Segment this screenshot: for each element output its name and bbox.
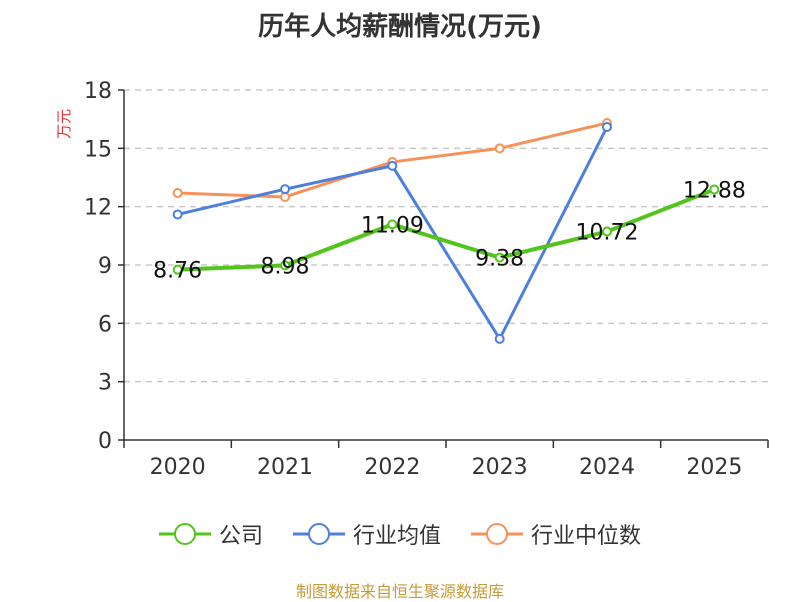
data-point	[280, 260, 290, 271]
legend-label: 公司	[218, 524, 263, 549]
series-line	[177, 187, 716, 272]
data-label: 8.76	[153, 259, 202, 284]
data-point	[709, 184, 720, 195]
series	[172, 118, 720, 344]
data-labels: 8.76 8.98 11.09 9.38 10.72 12.88	[153, 179, 746, 284]
y-tick-label: 6	[98, 312, 112, 337]
y-axis-unit-label: 万元	[55, 109, 73, 139]
legend-swatch	[158, 523, 211, 545]
data-label: 8.98	[261, 254, 310, 279]
data-point	[387, 160, 398, 171]
legend-label: 行业中位数	[531, 524, 642, 549]
legend-swatch	[471, 523, 523, 545]
data-point	[172, 188, 183, 199]
x-tick-label: 2020	[150, 455, 206, 480]
data-point	[602, 121, 612, 132]
axes: 0 3 6 9 12 15 18 2020 2021 2022 2023 2024 2025	[84, 79, 769, 480]
x-tick-label: 2022	[364, 455, 420, 480]
data-label: 10.72	[576, 221, 639, 246]
x-tick-label: 2023	[472, 455, 528, 480]
data-point	[172, 264, 183, 275]
data-point	[494, 252, 505, 263]
data-point	[494, 143, 505, 154]
data-label: 11.09	[361, 213, 424, 238]
y-tick-label: 3	[98, 371, 112, 396]
y-tick-label: 9	[98, 254, 112, 279]
source-note: 制图数据来自恒生聚源数据库	[295, 582, 504, 601]
x-tick-label: 2021	[257, 455, 313, 480]
y-tick-label: 0	[98, 429, 112, 454]
grid-lines	[124, 89, 768, 383]
chart-title: 历年人均薪酬情况(万元)	[258, 12, 542, 42]
legend-item[interactable]: 行业中位数	[471, 518, 641, 550]
data-point	[280, 184, 290, 195]
data-label: 9.38	[475, 247, 524, 272]
y-tick-label: 18	[84, 79, 112, 104]
data-point	[602, 226, 612, 237]
legend-item[interactable]: 行业均值	[292, 518, 441, 550]
legend: 公司 行业均值 行业中位数	[0, 518, 800, 550]
data-point	[387, 219, 398, 230]
y-tick-label: 12	[84, 196, 112, 221]
x-tick-label: 2025	[686, 455, 742, 480]
data-label: 12.88	[683, 179, 746, 204]
y-tick-label: 15	[84, 137, 112, 162]
legend-item[interactable]: 公司	[158, 518, 263, 550]
legend-swatch	[292, 523, 345, 545]
x-tick-label: 2024	[579, 455, 635, 480]
data-point	[494, 333, 505, 344]
legend-label: 行业均值	[352, 524, 441, 549]
data-point	[172, 209, 183, 220]
